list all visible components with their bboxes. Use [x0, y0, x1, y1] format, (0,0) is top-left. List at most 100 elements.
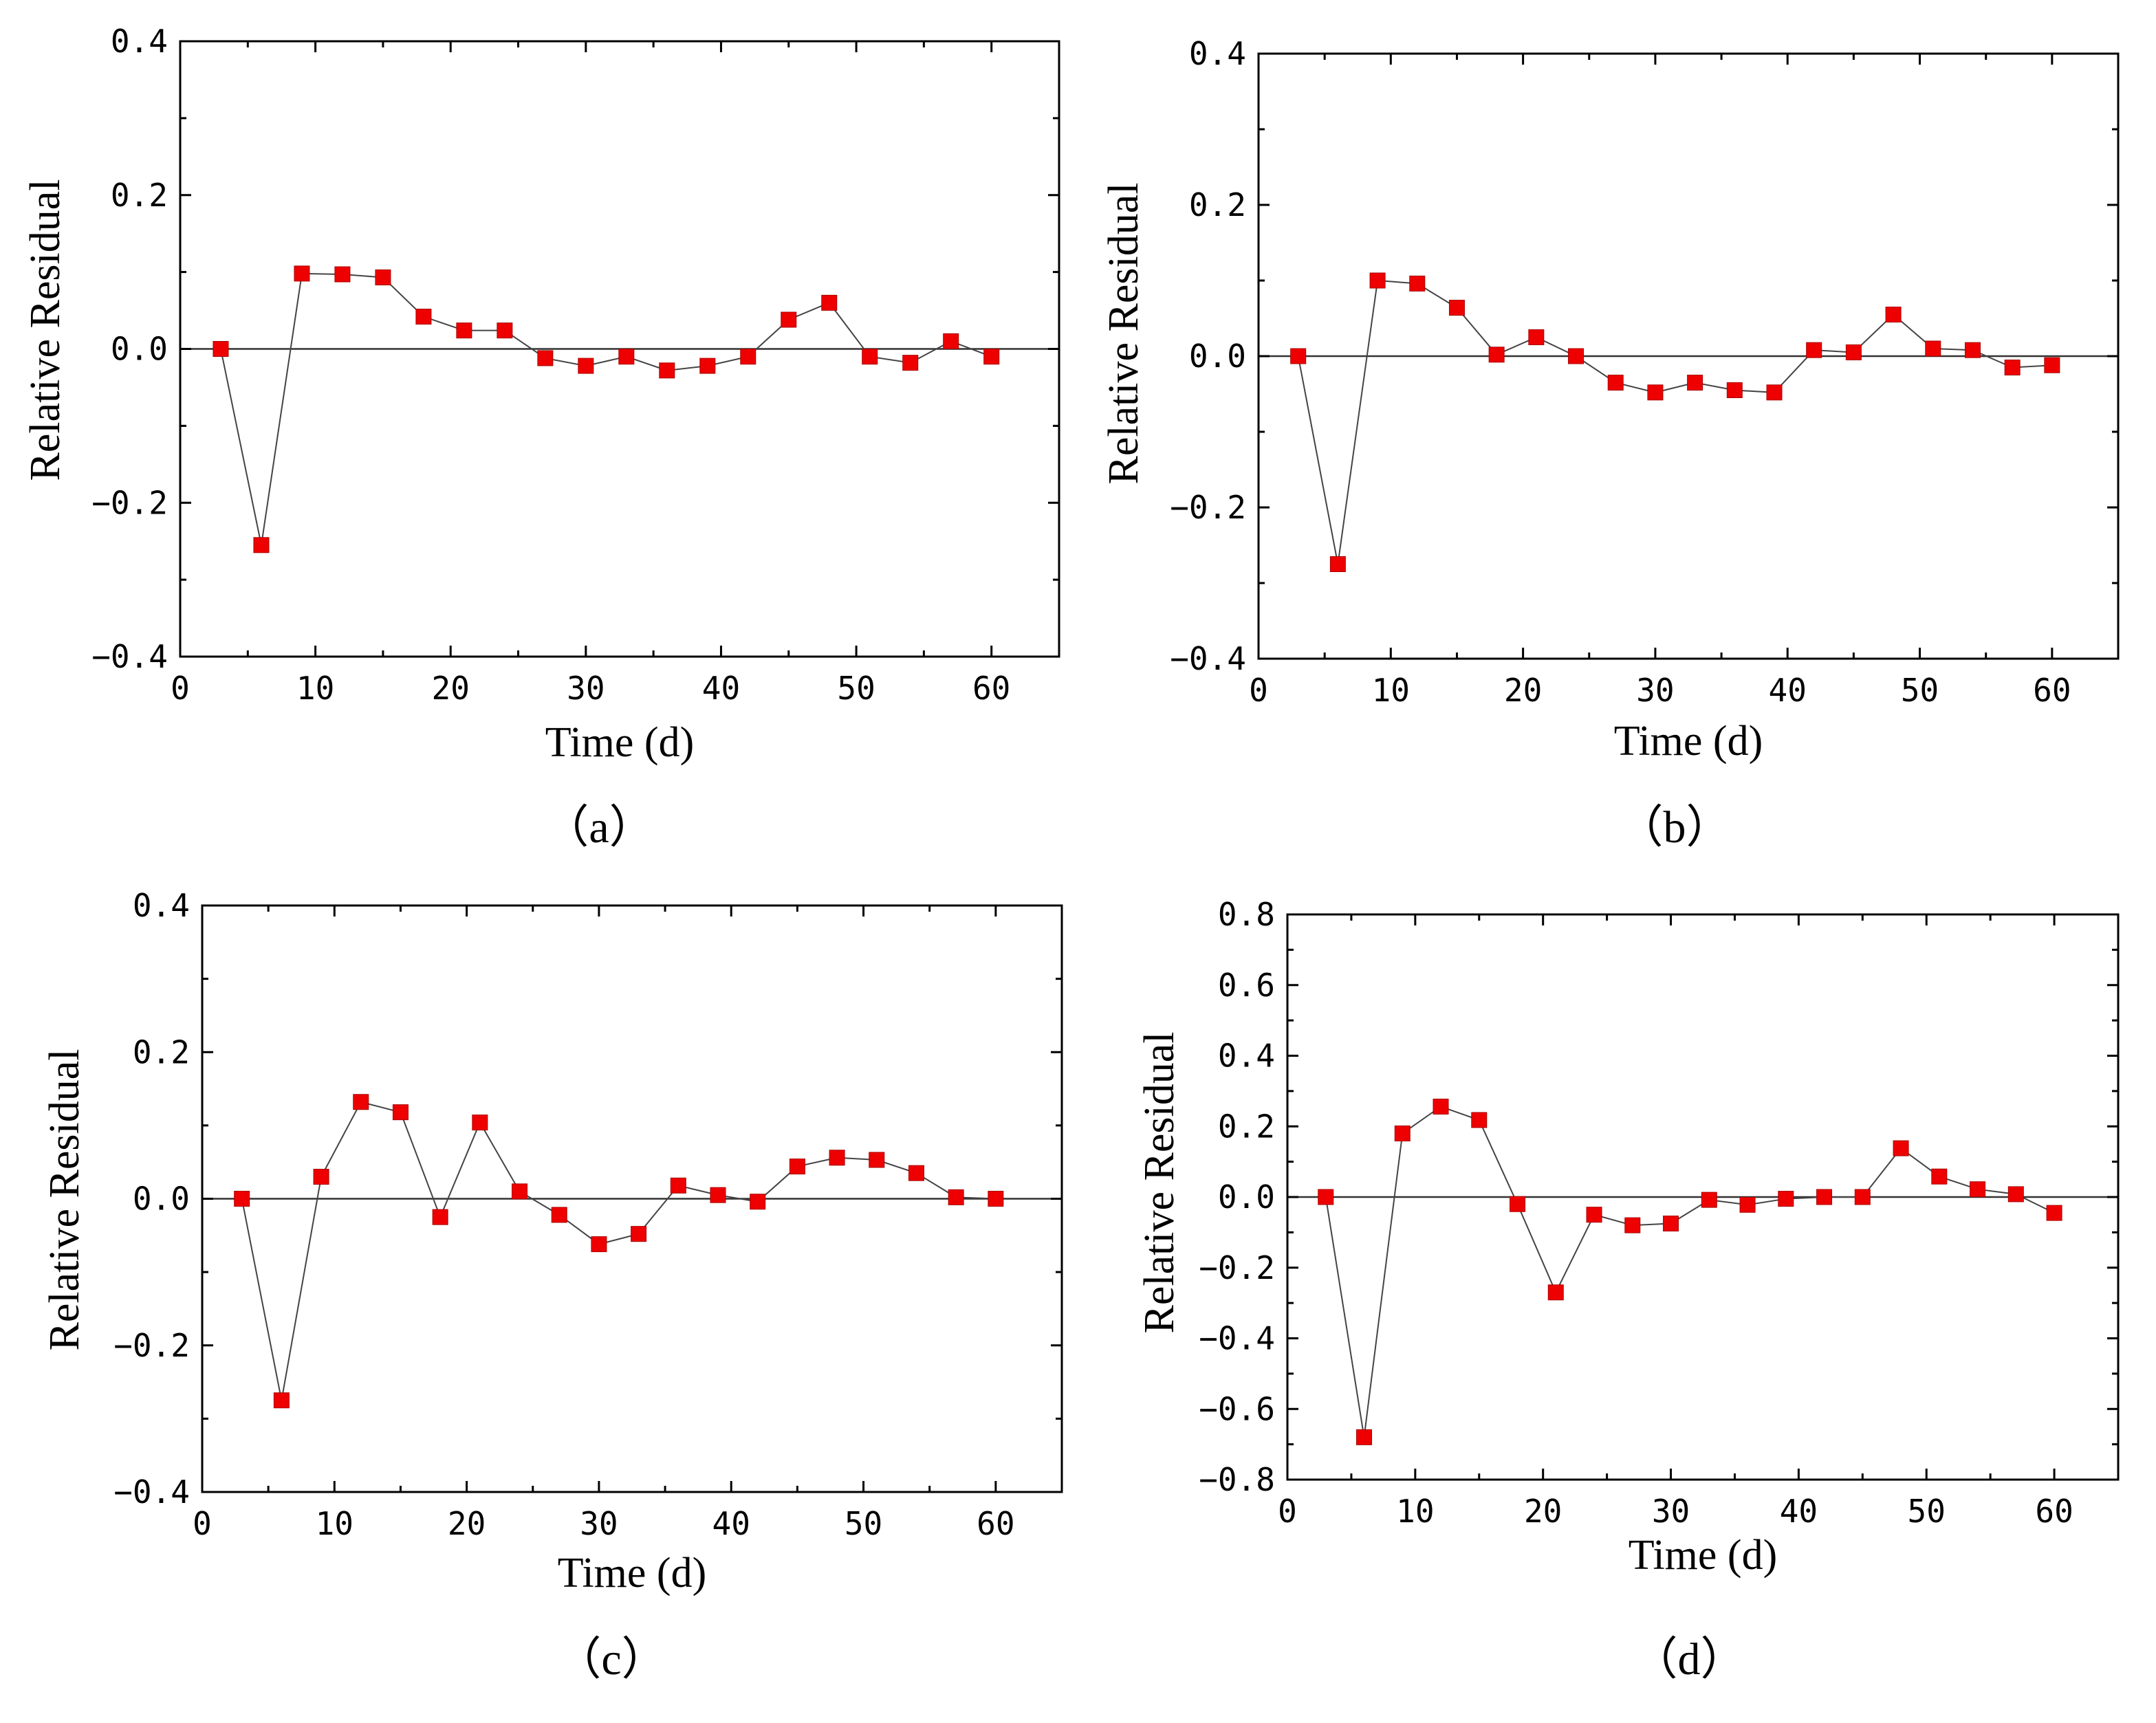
- y-tick-label-a: 0.2: [111, 177, 168, 214]
- x-tick-label-b: 0: [1249, 672, 1268, 709]
- data-point-c: [273, 1392, 290, 1409]
- x-tick-label-c: 10: [316, 1505, 353, 1542]
- y-tick-label-b: −0.4: [1170, 640, 1246, 677]
- data-point-c: [432, 1209, 448, 1225]
- x-tick-label-d: 10: [1396, 1493, 1434, 1530]
- y-tick-label-b: −0.2: [1170, 489, 1246, 526]
- data-point-c: [829, 1150, 845, 1166]
- panel-c: −0.4 −0.2 0.0 0.2 0.4 0 10 20 30 40 50 60 Time (d) Re…: [41, 887, 1063, 1684]
- data-point-a: [456, 322, 472, 339]
- data-point-b: [1568, 348, 1585, 364]
- series-line-d: [1325, 1106, 2055, 1438]
- data-point-b: [1806, 342, 1822, 358]
- y-tick-label-b: 0.4: [1189, 35, 1246, 72]
- data-point-a: [578, 358, 594, 374]
- x-tick-label-c: 30: [580, 1505, 618, 1542]
- data-point-d: [1356, 1429, 1373, 1445]
- data-point-a: [862, 349, 878, 365]
- x-tick-label-d: 30: [1652, 1493, 1690, 1530]
- data-point-d: [1586, 1207, 1602, 1223]
- data-point-a: [375, 269, 391, 285]
- data-point-a: [253, 537, 270, 553]
- y-tick-label-d: 0.0: [1218, 1178, 1275, 1216]
- data-point-d: [1471, 1112, 1488, 1128]
- data-point-c: [908, 1165, 924, 1181]
- data-point-a: [659, 362, 675, 379]
- panel-a: −0.4 −0.2 0.0 0.2 0.4 0 10 20 30 40 50 60 Time (d) Re…: [22, 23, 1060, 853]
- x-tick-label-a: 40: [702, 670, 740, 707]
- y-tick-label-b: 0.2: [1189, 186, 1246, 223]
- data-point-d: [1970, 1181, 1986, 1198]
- data-point-c: [512, 1183, 528, 1200]
- y-tick-label-c: −0.2: [113, 1327, 190, 1364]
- y-axis-title-b: Relative Residual: [1100, 182, 1147, 484]
- data-point-c: [591, 1236, 607, 1253]
- data-point-a: [294, 265, 310, 282]
- x-tick-label-b: 20: [1504, 672, 1542, 709]
- x-tick-label-b: 50: [1901, 672, 1939, 709]
- data-point-c: [710, 1187, 726, 1203]
- data-point-a: [415, 309, 432, 325]
- panel-caption-a: （a）: [543, 802, 654, 853]
- x-tick-label-a: 0: [171, 670, 190, 707]
- x-axis-title-d: Time (d): [1629, 1532, 1777, 1579]
- data-point-b: [1369, 272, 1386, 289]
- data-point-b: [2044, 357, 2060, 373]
- data-point-a: [497, 322, 513, 339]
- data-point-d: [2046, 1205, 2062, 1221]
- data-point-b: [1290, 348, 1307, 364]
- data-point-d: [1510, 1196, 1526, 1212]
- series-line-b: [1297, 279, 2052, 564]
- data-point-d: [1701, 1192, 1717, 1208]
- data-point-a: [699, 358, 716, 374]
- data-point-d: [1624, 1217, 1641, 1233]
- data-point-a: [902, 355, 919, 371]
- data-point-a: [821, 294, 838, 311]
- y-tick-label-d: −0.2: [1199, 1249, 1275, 1286]
- x-tick-label-d: 0: [1278, 1493, 1297, 1530]
- x-tick-label-a: 10: [296, 670, 334, 707]
- data-point-c: [234, 1191, 250, 1207]
- data-point-d: [2007, 1186, 2024, 1203]
- data-point-d: [1739, 1196, 1756, 1213]
- x-tick-label-a: 30: [567, 670, 605, 707]
- x-tick-label-a: 50: [837, 670, 875, 707]
- data-point-d: [1854, 1189, 1871, 1205]
- data-point-c: [472, 1115, 488, 1131]
- data-point-c: [392, 1104, 409, 1121]
- y-axis-title-d: Relative Residual: [1136, 1031, 1183, 1333]
- data-point-b: [1488, 347, 1505, 363]
- data-point-d: [1394, 1126, 1411, 1142]
- x-tick-label-b: 60: [2033, 672, 2071, 709]
- x-tick-label-c: 0: [193, 1505, 212, 1542]
- data-point-a: [781, 311, 797, 328]
- data-point-b: [1647, 384, 1664, 401]
- data-point-b: [1925, 340, 1941, 357]
- data-point-c: [313, 1169, 329, 1185]
- y-tick-label-d: 0.2: [1218, 1108, 1275, 1145]
- x-axis-title-c: Time (d): [558, 1550, 706, 1596]
- y-tick-label-a: 0.0: [111, 331, 168, 368]
- y-tick-label-c: −0.4: [113, 1473, 190, 1511]
- data-point-b: [2004, 360, 2021, 375]
- x-axis-title-a: Time (d): [545, 719, 694, 766]
- data-point-d: [1663, 1216, 1679, 1232]
- y-tick-label-a: −0.4: [91, 638, 168, 675]
- x-tick-label-b: 30: [1636, 672, 1674, 709]
- data-point-b: [1766, 384, 1783, 401]
- x-tick-label-d: 20: [1524, 1493, 1562, 1530]
- data-point-b: [1845, 344, 1862, 360]
- y-axis-title-c: Relative Residual: [41, 1049, 88, 1350]
- x-axis-title-b: Time (d): [1614, 718, 1763, 765]
- x-tick-label-c: 40: [712, 1505, 750, 1542]
- data-point-d: [1547, 1284, 1564, 1301]
- y-tick-label-d: −0.8: [1199, 1461, 1275, 1498]
- data-point-c: [869, 1152, 885, 1168]
- y-axis-title-a: Relative Residual: [22, 179, 69, 481]
- x-tick-label-a: 60: [972, 670, 1010, 707]
- y-tick-label-d: 0.8: [1218, 896, 1275, 933]
- panel-caption-c: （c）: [556, 1634, 666, 1684]
- y-tick-label-b: 0.0: [1189, 338, 1246, 375]
- data-point-a: [983, 349, 1000, 365]
- y-tick-label-a: 0.4: [111, 23, 168, 60]
